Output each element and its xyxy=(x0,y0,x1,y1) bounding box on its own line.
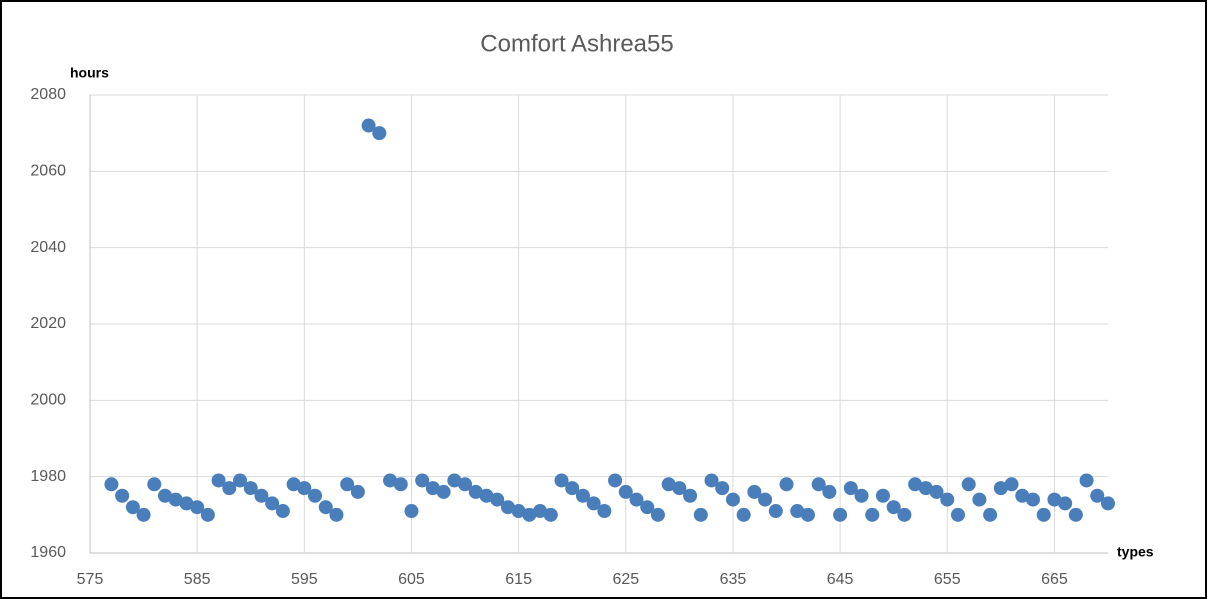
point xyxy=(608,473,622,487)
point xyxy=(780,477,794,491)
point xyxy=(329,508,343,522)
y-tick-label: 1980 xyxy=(30,468,66,485)
point xyxy=(897,508,911,522)
point xyxy=(544,508,558,522)
x-tick-label: 625 xyxy=(612,571,639,588)
point xyxy=(715,481,729,495)
point xyxy=(104,477,118,491)
point xyxy=(308,489,322,503)
point xyxy=(983,508,997,522)
point xyxy=(372,126,386,140)
x-tick-label: 635 xyxy=(720,571,747,588)
x-axis-title: types xyxy=(1117,544,1154,560)
y-tick-label: 1960 xyxy=(30,544,66,561)
point xyxy=(394,477,408,491)
chart-title: Comfort Ashrea55 xyxy=(480,30,673,57)
point xyxy=(437,485,451,499)
point xyxy=(404,504,418,518)
point xyxy=(737,508,751,522)
point xyxy=(147,477,161,491)
point xyxy=(1005,477,1019,491)
y-tick-label: 2060 xyxy=(30,163,66,180)
x-tick-label: 585 xyxy=(184,571,211,588)
point xyxy=(951,508,965,522)
point xyxy=(1101,496,1115,510)
point xyxy=(597,504,611,518)
point xyxy=(1058,496,1072,510)
y-tick-label: 2000 xyxy=(30,392,66,409)
point xyxy=(726,493,740,507)
point xyxy=(1069,508,1083,522)
y-tick-label: 2020 xyxy=(30,315,66,332)
x-tick-label: 595 xyxy=(291,571,318,588)
point xyxy=(683,489,697,503)
point xyxy=(137,508,151,522)
point xyxy=(855,489,869,503)
x-tick-label: 655 xyxy=(934,571,961,588)
point xyxy=(822,485,836,499)
point xyxy=(694,508,708,522)
x-tick-label: 645 xyxy=(827,571,854,588)
point xyxy=(651,508,665,522)
point xyxy=(833,508,847,522)
point xyxy=(972,493,986,507)
point xyxy=(940,493,954,507)
point xyxy=(865,508,879,522)
x-tick-label: 605 xyxy=(398,571,425,588)
x-tick-label: 575 xyxy=(77,571,104,588)
y-axis-title: hours xyxy=(70,65,109,81)
y-tick-label: 2080 xyxy=(30,86,66,103)
point xyxy=(351,485,365,499)
point xyxy=(769,504,783,518)
chart: Comfort Ashrea55 hours types 1960 1980 200… xyxy=(0,0,1208,599)
x-tick-label: 615 xyxy=(505,571,532,588)
point xyxy=(1026,493,1040,507)
point xyxy=(1080,473,1094,487)
point xyxy=(201,508,215,522)
point xyxy=(758,493,772,507)
point xyxy=(115,489,129,503)
point xyxy=(276,504,290,518)
x-tick-label: 665 xyxy=(1041,571,1068,588)
y-tick-label: 2040 xyxy=(30,239,66,256)
point xyxy=(801,508,815,522)
point xyxy=(876,489,890,503)
point xyxy=(1037,508,1051,522)
point xyxy=(962,477,976,491)
